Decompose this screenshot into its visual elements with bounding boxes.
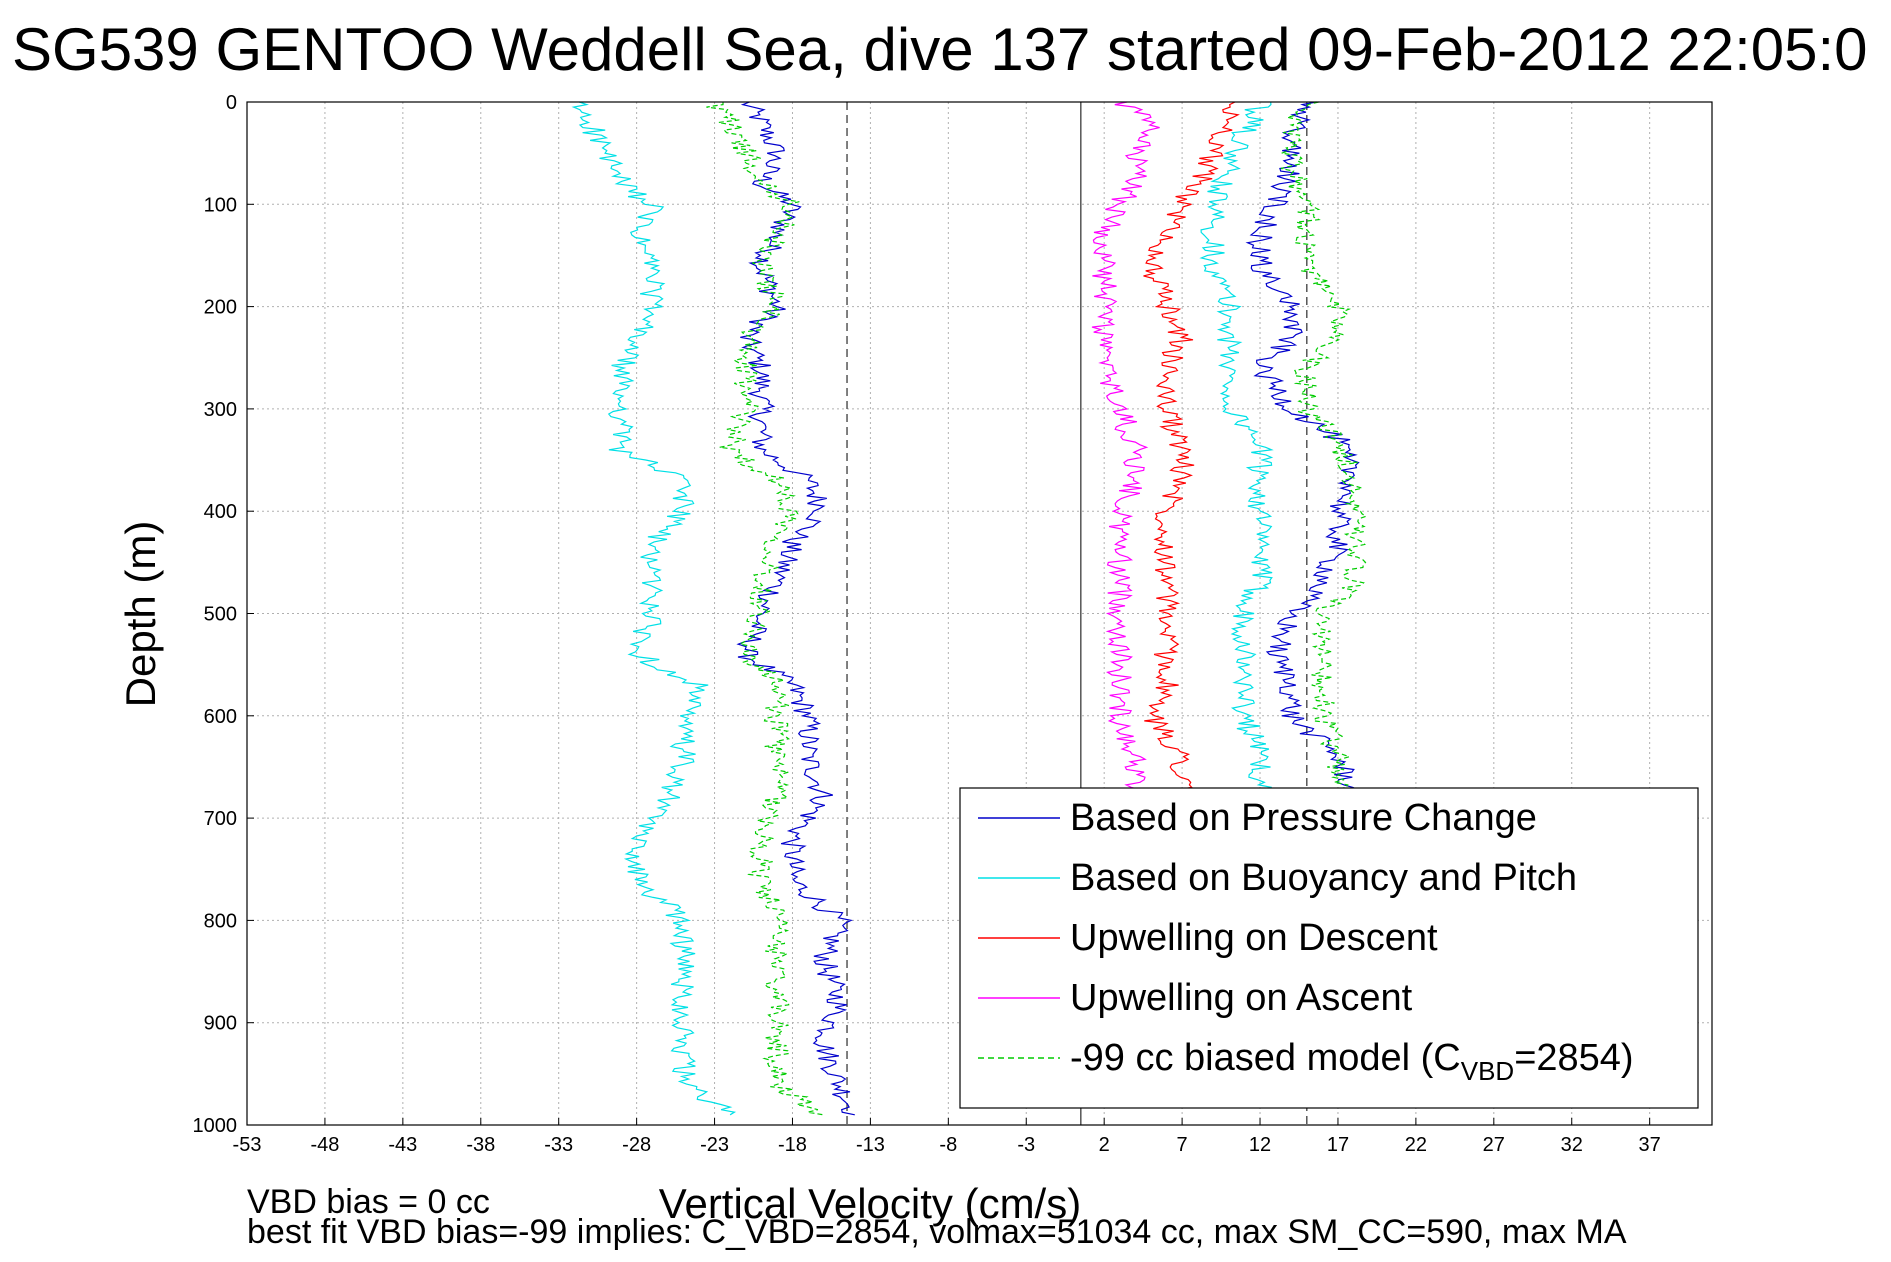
x-tick-label: 12 <box>1249 1134 1271 1156</box>
series-based-on-buoyancy-and-pitch <box>571 101 737 1116</box>
x-tick-label: 17 <box>1327 1134 1349 1156</box>
x-tick-label: 22 <box>1405 1134 1427 1156</box>
series-upwelling-on-ascent <box>1091 101 1160 799</box>
series-based-on-pressure-change <box>736 101 855 1116</box>
series-group <box>571 101 1368 1116</box>
x-tick-label: -33 <box>544 1134 573 1156</box>
y-tick-label: 700 <box>204 808 237 830</box>
x-tick-label: -53 <box>233 1134 262 1156</box>
y-axis-label: Depth (m) <box>117 521 164 708</box>
legend-label: Upwelling on Ascent <box>1070 977 1413 1019</box>
x-tick-label: -28 <box>622 1134 651 1156</box>
x-tick-label: -48 <box>310 1134 339 1156</box>
series-upwelling-on-descent <box>1143 101 1240 799</box>
y-tick-label: 800 <box>204 910 237 932</box>
x-tick-label: -18 <box>778 1134 807 1156</box>
y-ticks: 0 100 200 300 400 500 600 700 800 900 1000 <box>193 92 254 1137</box>
x-tick-label: 7 <box>1177 1134 1188 1156</box>
chart-title: SG539 GENTOO Weddell Sea, dive 137 start… <box>12 16 1868 83</box>
x-tick-label: -38 <box>466 1134 495 1156</box>
y-tick-label: 0 <box>226 92 237 114</box>
x-tick-label: 27 <box>1483 1134 1505 1156</box>
legend-label: Based on Pressure Change <box>1070 797 1537 839</box>
y-tick-label: 500 <box>204 604 237 626</box>
y-tick-label: 300 <box>204 399 237 421</box>
x-tick-label: 2 <box>1099 1134 1110 1156</box>
x-tick-label: -43 <box>388 1134 417 1156</box>
footnote-line-2: best fit VBD bias=-99 implies: C_VBD=285… <box>247 1213 1627 1251</box>
x-axis-label: Vertical Velocity (cm/s) <box>659 1180 1081 1227</box>
x-ticks: -53 -48 -43 -38 -33 -28 -23 -18 -13 -8 -3 2 7 12 17 22 2… <box>233 1118 1661 1156</box>
series-unlabeled-5 <box>1245 101 1361 799</box>
x-tick-label: -8 <box>939 1134 957 1156</box>
legend: Based on Pressure Change Based on Buoyanc… <box>959 787 1699 1109</box>
series-unlabeled-7 <box>1280 101 1368 799</box>
x-tick-label: -23 <box>700 1134 729 1156</box>
legend-label: -99 cc biased model (CVBD=2854) <box>1070 1037 1634 1086</box>
footnote-line-1: VBD bias = 0 cc <box>247 1183 490 1221</box>
x-tick-label: -3 <box>1017 1134 1035 1156</box>
y-tick-label: 400 <box>204 501 237 523</box>
x-tick-label: 32 <box>1561 1134 1583 1156</box>
x-tick-label: 37 <box>1639 1134 1661 1156</box>
legend-label: Based on Buoyancy and Pitch <box>1070 857 1577 899</box>
y-tick-label: 600 <box>204 706 237 728</box>
y-tick-label: 100 <box>204 194 237 216</box>
x-tick-label: -13 <box>856 1134 885 1156</box>
series-unlabeled-6 <box>1199 101 1274 799</box>
series-99-cc-biased-model-c-vbd-2854 <box>706 102 824 1116</box>
legend-label: Upwelling on Descent <box>1070 917 1438 959</box>
legend-box <box>959 787 1699 1109</box>
y-tick-label: 1000 <box>193 1115 238 1137</box>
y-tick-label: 900 <box>204 1013 237 1035</box>
y-tick-label: 200 <box>204 297 237 319</box>
